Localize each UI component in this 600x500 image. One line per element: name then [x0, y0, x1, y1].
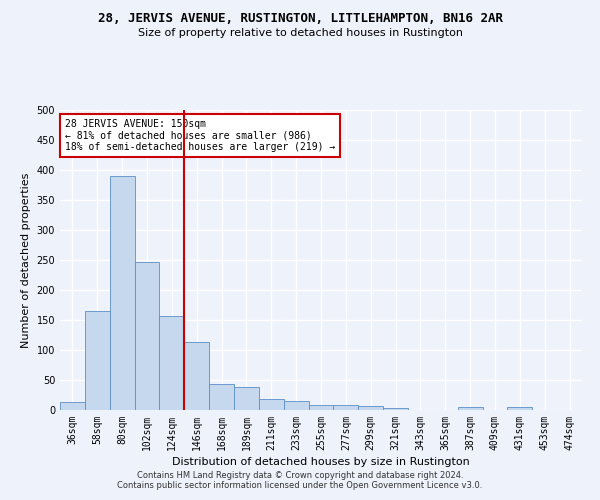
- Bar: [134, 262, 160, 410]
- Bar: [508, 407, 532, 410]
- Bar: [234, 387, 259, 410]
- X-axis label: Distribution of detached houses by size in Rustington: Distribution of detached houses by size …: [172, 457, 470, 467]
- Bar: [160, 316, 184, 410]
- Bar: [184, 342, 209, 410]
- Bar: [358, 406, 383, 410]
- Y-axis label: Number of detached properties: Number of detached properties: [21, 172, 31, 348]
- Bar: [334, 404, 358, 410]
- Bar: [458, 407, 482, 410]
- Bar: [85, 311, 110, 410]
- Bar: [209, 384, 234, 410]
- Text: 28 JERVIS AVENUE: 150sqm
← 81% of detached houses are smaller (986)
18% of semi-: 28 JERVIS AVENUE: 150sqm ← 81% of detach…: [65, 119, 335, 152]
- Bar: [110, 176, 134, 410]
- Text: 28, JERVIS AVENUE, RUSTINGTON, LITTLEHAMPTON, BN16 2AR: 28, JERVIS AVENUE, RUSTINGTON, LITTLEHAM…: [97, 12, 503, 26]
- Bar: [308, 404, 334, 410]
- Text: Size of property relative to detached houses in Rustington: Size of property relative to detached ho…: [137, 28, 463, 38]
- Bar: [259, 399, 284, 410]
- Bar: [60, 402, 85, 410]
- Bar: [284, 401, 308, 410]
- Bar: [383, 408, 408, 410]
- Text: Contains HM Land Registry data © Crown copyright and database right 2024.
Contai: Contains HM Land Registry data © Crown c…: [118, 470, 482, 490]
